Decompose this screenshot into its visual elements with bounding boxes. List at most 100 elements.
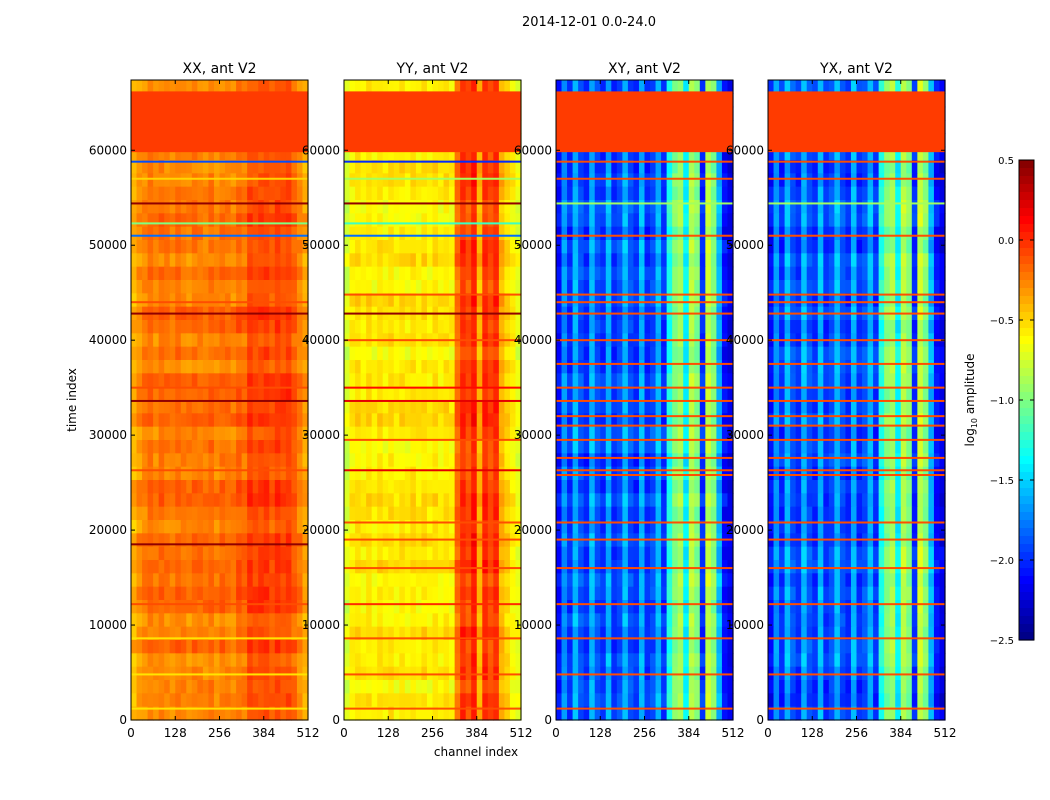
- heatmap-cell: [225, 466, 232, 481]
- heatmap-cell: [236, 253, 243, 268]
- heatmap-cell: [142, 373, 149, 388]
- heatmap-cell: [611, 453, 618, 468]
- heatmap-cell: [230, 653, 237, 668]
- heatmap-cell: [399, 613, 406, 628]
- heatmap-cell: [638, 80, 646, 94]
- heatmap-cell: [213, 466, 221, 481]
- heatmap-cell: [252, 680, 259, 694]
- heatmap-cell: [471, 413, 478, 428]
- heatmap-cell: [638, 186, 646, 201]
- heatmap-cell: [186, 586, 193, 601]
- heatmap-cell: [296, 320, 304, 334]
- heatmap-cell: [583, 160, 590, 174]
- heatmap-cell: [605, 626, 612, 641]
- heatmap-cell: [683, 480, 690, 494]
- heatmap-cell: [291, 160, 298, 174]
- heatmap-cell: [410, 693, 417, 708]
- heatmap-cell: [465, 626, 472, 641]
- heatmap-cell: [567, 680, 574, 694]
- heatmap-cell: [515, 560, 522, 574]
- heatmap-cell: [721, 680, 729, 694]
- heatmap-cell: [302, 253, 309, 268]
- heatmap-cell: [269, 520, 276, 534]
- heatmap-cell: [627, 200, 635, 214]
- heatmap-cell: [247, 546, 254, 561]
- heatmap-cell: [644, 240, 651, 254]
- heatmap-cell: [556, 426, 563, 441]
- heatmap-cell: [633, 240, 640, 254]
- heatmap-cell: [236, 400, 243, 414]
- heatmap-cell: [399, 546, 406, 561]
- heatmap-cell: [476, 280, 483, 294]
- heatmap-cell: [633, 680, 640, 694]
- heatmap-cell: [399, 360, 406, 374]
- heatmap-cell: [933, 146, 941, 161]
- heatmap-cell: [454, 346, 461, 361]
- heatmap-cell: [616, 693, 623, 708]
- heatmap-cell: [158, 280, 165, 294]
- heatmap-cell: [567, 226, 574, 241]
- heatmap-cell: [655, 653, 662, 668]
- heatmap-cell: [285, 320, 293, 334]
- heatmap-cell: [169, 213, 176, 228]
- heatmap-cell: [515, 413, 522, 428]
- heatmap-cell: [360, 680, 367, 694]
- heatmap-cell: [175, 293, 182, 308]
- heatmap-cell: [421, 493, 428, 508]
- heatmap-cell: [661, 520, 668, 534]
- heatmap-cell: [583, 680, 590, 694]
- heatmap-cell: [699, 280, 706, 294]
- heatmap-cell: [627, 520, 635, 534]
- heatmap-cell: [504, 440, 511, 454]
- heatmap-cell: [454, 453, 461, 468]
- heatmap-cell: [213, 613, 221, 628]
- heatmap-cell: [727, 253, 734, 268]
- heatmap-cell: [382, 600, 389, 614]
- heatmap-cell: [355, 680, 362, 694]
- heatmap-cell: [705, 613, 712, 628]
- heatmap-cell: [225, 600, 232, 614]
- heatmap-cell: [443, 680, 450, 694]
- heatmap-cell: [627, 626, 635, 641]
- heatmap-cell: [421, 706, 428, 721]
- heatmap-cell: [252, 493, 259, 508]
- heatmap-cell: [683, 160, 690, 174]
- heatmap-cell: [263, 466, 270, 481]
- heatmap-cell: [487, 373, 494, 388]
- heatmap-cell: [438, 520, 445, 534]
- heatmap-cell: [655, 613, 662, 628]
- heatmap-cell: [366, 173, 373, 188]
- heatmap-cell: [258, 693, 265, 708]
- heatmap-cell: [280, 426, 287, 441]
- heatmap-cell: [263, 533, 270, 548]
- heatmap-cell: [366, 586, 373, 601]
- heatmap-cell: [153, 573, 160, 588]
- heatmap-cell: [688, 640, 695, 654]
- heatmap-cell: [236, 600, 243, 614]
- heatmap-cell: [131, 453, 138, 468]
- heatmap-cell: [605, 680, 612, 694]
- heatmap-cell: [600, 400, 607, 414]
- heatmap-cell: [158, 506, 165, 521]
- heatmap-cell: [661, 400, 668, 414]
- heatmap-cell: [716, 613, 723, 628]
- heatmap-cell: [142, 693, 149, 708]
- heatmap-cell: [164, 186, 171, 201]
- heatmap-cell: [247, 573, 254, 588]
- heatmap-cell: [561, 373, 568, 388]
- heatmap-cell: [280, 386, 287, 401]
- heatmap-cell: [487, 320, 494, 334]
- heatmap-cell: [600, 213, 607, 228]
- heatmap-cell: [131, 213, 138, 228]
- heatmap-cell: [147, 453, 154, 468]
- heatmap-cell: [727, 506, 734, 521]
- heatmap-cell: [699, 680, 706, 694]
- heatmap-cell: [158, 706, 165, 721]
- heatmap-cell: [616, 240, 623, 254]
- heatmap-cell: [600, 253, 607, 268]
- heatmap-cell: [344, 546, 351, 561]
- heatmap-cell: [616, 613, 623, 628]
- heatmap-cell: [688, 226, 695, 241]
- heatmap-cell: [688, 600, 695, 614]
- heatmap-cell: [616, 186, 623, 201]
